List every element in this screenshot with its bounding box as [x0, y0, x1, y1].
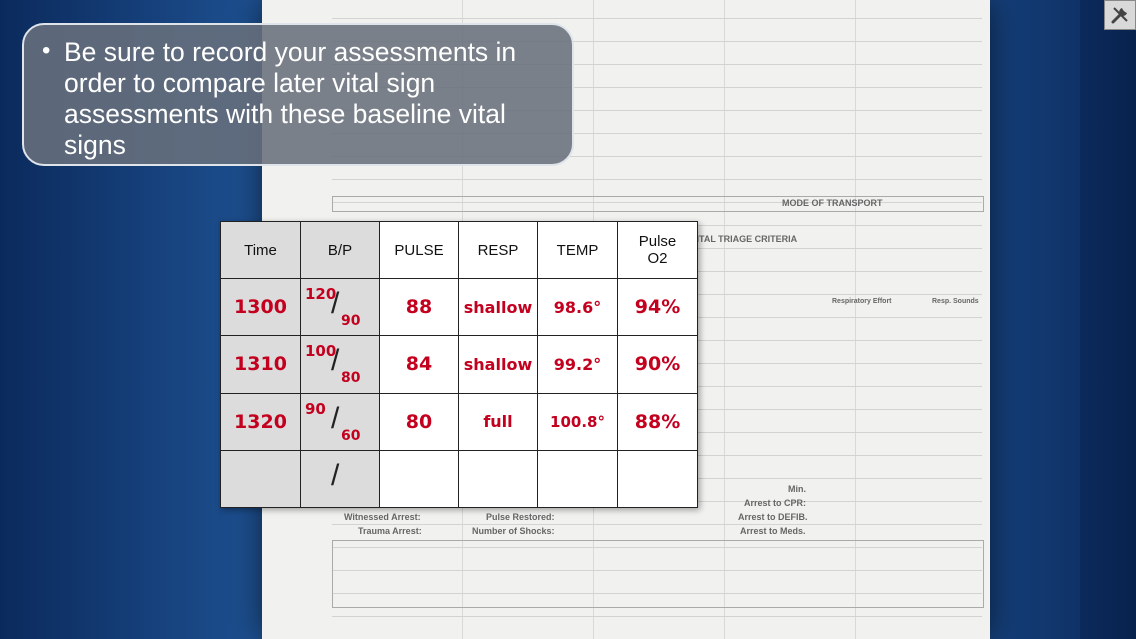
table-row: 1300 120/90 88 shallow 98.6° 94%: [220, 278, 698, 337]
form-row-box: [332, 196, 984, 212]
table-row: 1320 90 /60 80 full 100.8° 88%: [220, 392, 698, 451]
cell-pulse: [379, 449, 459, 509]
cell-temp: [537, 449, 618, 509]
callout-text: Be sure to record your assessments in or…: [64, 37, 517, 160]
cell-temp: 98.6°: [537, 278, 618, 337]
header-pulse-o2: Pulse O2: [617, 220, 698, 280]
instruction-callout: • Be sure to record your assessments in …: [22, 23, 574, 166]
cell-o2: 94%: [617, 278, 698, 337]
header-time: Time: [220, 220, 301, 280]
cell-bp: 90 /60: [300, 392, 380, 451]
min-label: Min.: [788, 484, 806, 494]
bp-slash: /: [331, 287, 340, 321]
resp-effort-label: Respiratory Effort: [832, 298, 892, 305]
bp-slash: /: [331, 458, 340, 492]
tools-button[interactable]: [1104, 0, 1136, 30]
cell-o2: 88%: [617, 392, 698, 451]
callout-bullet: •: [42, 37, 51, 64]
right-background-strip: [1080, 0, 1136, 639]
header-resp: RESP: [458, 220, 538, 280]
bp-slash: /: [331, 344, 340, 378]
cell-time: 1310: [220, 335, 301, 394]
arrest-meds-label: Arrest to Meds.: [740, 526, 806, 536]
header-bp: B/P: [300, 220, 380, 280]
cell-pulse: 88: [379, 278, 459, 337]
bp-diastolic: 80: [341, 370, 361, 387]
header-pulse: PULSE: [379, 220, 459, 280]
cell-resp: shallow: [458, 278, 538, 337]
pulse-restored-label: Pulse Restored:: [486, 512, 555, 522]
resp-sounds-label: Resp. Sounds: [932, 298, 979, 305]
bp-systolic: 120: [305, 285, 337, 304]
cell-time: [220, 449, 301, 509]
cell-resp: full: [458, 392, 538, 451]
bp-diastolic: 90: [341, 313, 361, 330]
cell-temp: 99.2°: [537, 335, 618, 394]
cell-bp: /: [300, 449, 380, 509]
cell-pulse: 80: [379, 392, 459, 451]
arrest-defib-label: Arrest to DEFIB.: [738, 512, 808, 522]
cell-resp: [458, 449, 538, 509]
witnessed-arrest-label: Witnessed Arrest:: [344, 512, 421, 522]
form-rhythm-box: [332, 540, 984, 608]
table-row: 1310 100/80 84 shallow 99.2° 90%: [220, 335, 698, 394]
table-row: /: [220, 449, 698, 509]
trauma-arrest-label: Trauma Arrest:: [358, 526, 422, 536]
table-header-row: Time B/P PULSE RESP TEMP Pulse O2: [220, 220, 698, 280]
arrest-cpr-label: Arrest to CPR:: [744, 498, 807, 508]
vital-signs-table: Time B/P PULSE RESP TEMP Pulse O2 1300 12…: [220, 220, 698, 509]
cell-temp: 100.8°: [537, 392, 618, 451]
cell-o2: 90%: [617, 335, 698, 394]
cell-bp: 120/90: [300, 278, 380, 337]
cell-bp: 100/80: [300, 335, 380, 394]
bp-systolic: 90: [305, 399, 326, 418]
tools-icon: [1111, 7, 1128, 24]
cell-resp: shallow: [458, 335, 538, 394]
bp-systolic: 100: [305, 342, 337, 361]
transport-title: MODE OF TRANSPORT: [782, 198, 883, 208]
num-shocks-label: Number of Shocks:: [472, 526, 555, 536]
cell-pulse: 84: [379, 335, 459, 394]
bp-diastolic: 60: [341, 427, 361, 444]
cell-time: 1320: [220, 392, 301, 451]
triage-title: RITAL TRIAGE CRITERIA: [690, 234, 798, 244]
bp-slash: /: [331, 401, 340, 435]
header-temp: TEMP: [537, 220, 618, 280]
cell-time: 1300: [220, 278, 301, 337]
cell-o2: [617, 449, 698, 509]
